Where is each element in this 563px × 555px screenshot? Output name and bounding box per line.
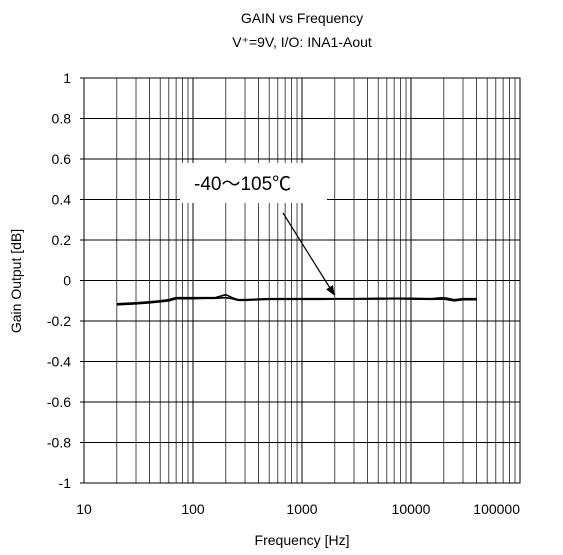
y-tick-label: -0.2 xyxy=(47,313,71,329)
y-axis-label: Gain Output [dB] xyxy=(8,229,24,333)
series-line xyxy=(116,296,477,306)
plot-area-border xyxy=(83,77,521,484)
x-tick-label: 100 xyxy=(181,501,205,517)
x-tick-label: 1000 xyxy=(286,501,317,517)
x-tick-label: 10000 xyxy=(392,501,431,517)
y-tick-labels: 1 0.8 0.6 0.4 0.2 0 -0.2 -0.4 -0.6 -0.8 -1 xyxy=(47,70,71,491)
series-group xyxy=(116,293,477,306)
y-tick-label: -1 xyxy=(59,475,72,491)
y-tick-label: 0.4 xyxy=(52,192,72,208)
annotation-box xyxy=(180,163,327,203)
chart-title: GAIN vs Frequency xyxy=(241,10,363,26)
y-tick-label: -0.8 xyxy=(47,435,71,451)
y-tick-label: 0 xyxy=(63,273,71,289)
x-axis-label: Frequency [Hz] xyxy=(255,532,350,548)
chart-subtitle: V⁺=9V, I/O: INA1-Aout xyxy=(232,34,372,50)
grid xyxy=(80,77,521,484)
x-tick-labels: 10 100 1000 10000 100000 xyxy=(76,501,520,517)
annotation-arrow xyxy=(282,212,331,288)
y-tick-label: -0.6 xyxy=(47,394,71,410)
annotation: -40～105℃ xyxy=(180,163,335,296)
x-tick-label: 10 xyxy=(76,501,92,517)
y-tick-label: 0.6 xyxy=(52,151,72,167)
x-tick-label: 100000 xyxy=(473,501,520,517)
annotation-arrowhead xyxy=(326,285,335,296)
y-tick-label: 0.8 xyxy=(52,111,72,127)
y-tick-label: -0.4 xyxy=(47,354,71,370)
y-tick-label: 1 xyxy=(63,70,71,86)
y-tick-label: 0.2 xyxy=(52,232,72,248)
annotation-text: -40～105℃ xyxy=(194,174,291,195)
